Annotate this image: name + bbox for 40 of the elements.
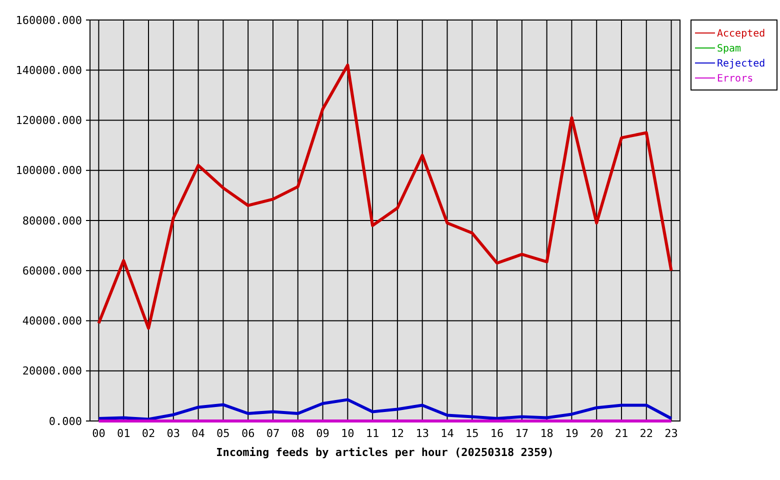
x-tick-label: 19	[565, 427, 578, 440]
line-series	[97, 398, 673, 421]
x-tick-label: 22	[640, 427, 654, 440]
legend-label: Accepted	[717, 28, 766, 40]
x-tick-label: 04	[192, 427, 206, 440]
legend-label: Errors	[717, 74, 754, 84]
x-tick-label: 20	[590, 427, 604, 440]
legend-label: Spam	[717, 44, 742, 54]
x-tick-label: 14	[440, 427, 454, 440]
legend-label: Rejected	[717, 58, 766, 70]
y-tick-label: 20000.000	[22, 364, 82, 378]
x-tick-label: 15	[466, 427, 479, 440]
x-axis-title: Incoming feeds by articles per hour (20250318 2359)	[216, 446, 554, 459]
y-tick-label: 60000.000	[22, 264, 82, 278]
x-tick-label: 00	[92, 427, 106, 440]
y-tick-label: 120000.000	[16, 114, 82, 128]
x-tick-label: 21	[614, 427, 628, 440]
line-series	[97, 64, 673, 330]
x-tick-label: 16	[490, 427, 504, 440]
x-tick-label: 12	[390, 427, 404, 440]
y-tick-label: 40000.000	[22, 314, 82, 328]
y-tick-label: 100000.000	[16, 164, 82, 178]
x-tick-label: 08	[291, 427, 304, 440]
x-tick-label: 13	[416, 427, 429, 440]
y-tick-label: 0.000	[48, 414, 82, 428]
x-tick-label: 11	[366, 427, 380, 440]
x-tick-label: 10	[341, 427, 354, 440]
y-tick-label: 160000.000	[16, 14, 82, 27]
x-tick-label: 23	[664, 427, 678, 440]
x-tick-label: 05	[216, 427, 230, 440]
x-tick-label: 06	[241, 427, 255, 440]
x-tick-label: 18	[540, 427, 554, 440]
y-tick-label: 140000.000	[16, 64, 82, 77]
x-tick-label: 09	[316, 427, 330, 440]
x-tick-label: 03	[166, 427, 180, 440]
y-tick-label: 80000.000	[22, 214, 82, 228]
x-tick-label: 02	[142, 427, 156, 440]
x-tick-label: 07	[266, 427, 280, 440]
x-tick-label: 17	[515, 427, 529, 440]
x-tick-label: 01	[116, 427, 130, 440]
